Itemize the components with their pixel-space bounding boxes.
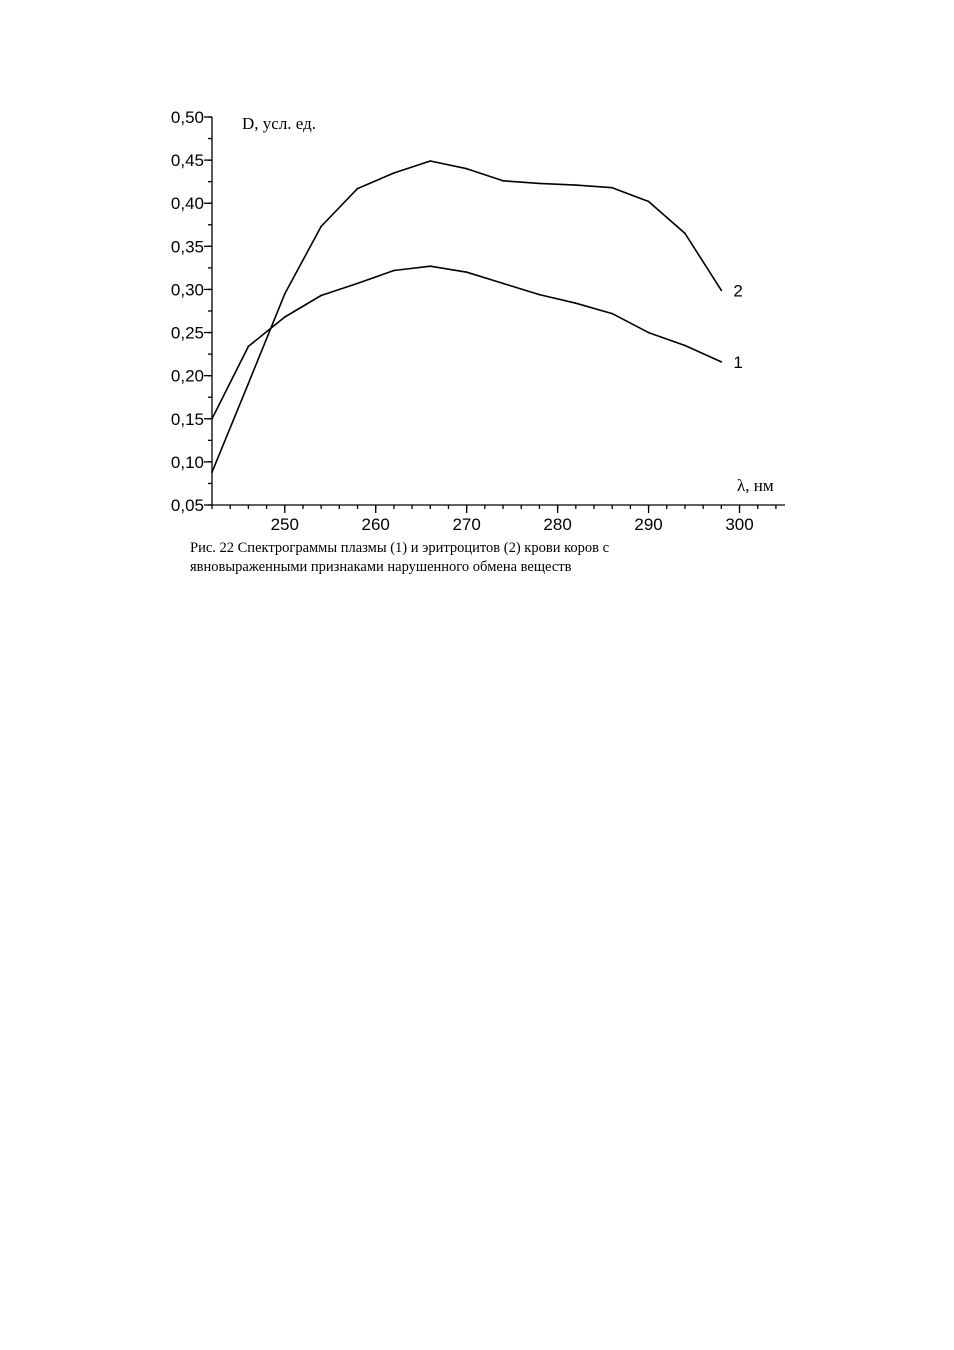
y-tick-label: 0,05	[171, 496, 204, 515]
data-point	[320, 294, 322, 297]
data-point	[647, 331, 650, 334]
data-point	[393, 269, 395, 272]
data-point	[356, 187, 359, 190]
data-point	[283, 292, 286, 295]
data-point	[429, 160, 432, 162]
data-point	[393, 172, 395, 174]
data-point	[356, 282, 359, 285]
data-point	[611, 312, 614, 315]
data-point	[574, 184, 577, 187]
data-point	[647, 200, 650, 203]
y-tick-label: 0,50	[171, 108, 204, 127]
data-point	[283, 316, 286, 318]
y-tick-label: 0,30	[171, 280, 204, 299]
data-point	[538, 182, 541, 185]
x-tick-label: 260	[362, 515, 390, 534]
y-tick-label: 0,15	[171, 410, 204, 429]
y-tick-label: 0,25	[171, 324, 204, 343]
data-point	[465, 167, 468, 170]
data-point	[429, 265, 432, 268]
data-point	[720, 361, 723, 363]
x-tick-label: 300	[725, 515, 753, 534]
x-tick-label: 270	[452, 515, 480, 534]
data-point	[502, 179, 504, 182]
y-tick-label: 0,40	[171, 194, 204, 213]
data-point	[611, 186, 614, 189]
y-axis-title: D, усл. ед.	[242, 114, 316, 133]
data-point	[538, 293, 541, 296]
series-label-1: 1	[733, 353, 742, 372]
x-tick-label: 280	[543, 515, 571, 534]
figure-caption: Рис. 22 Спектрограммы плазмы (1) и эритр…	[190, 539, 750, 577]
data-point	[502, 282, 504, 285]
series-line-2	[211, 160, 722, 473]
data-point	[320, 225, 322, 228]
series-label-2: 2	[733, 281, 742, 300]
chart-axes: 0,05 0,10 0,15 0,20 0,25 0,30 0,35 0,40 0,45 0,50…	[171, 108, 785, 534]
series-layer: 12	[211, 160, 743, 474]
data-point	[465, 271, 468, 274]
caption-line-2: явновыраженными признаками нарушенного о…	[190, 559, 572, 575]
data-point	[574, 302, 577, 305]
caption-line-1: Рис. 22 Спектрограммы плазмы (1) и эритр…	[190, 540, 610, 556]
x-axis-title: λ, нм	[737, 476, 774, 495]
data-point	[211, 471, 213, 474]
x-tick-label: 290	[634, 515, 662, 534]
data-point	[247, 345, 250, 348]
y-tick-label: 0,10	[171, 453, 204, 472]
y-tick-label: 0,45	[171, 151, 204, 170]
data-point	[247, 382, 250, 385]
data-point	[720, 289, 723, 292]
x-tick-label: 250	[271, 515, 299, 534]
data-point	[211, 417, 213, 420]
data-point	[684, 344, 686, 347]
y-tick-label: 0,35	[171, 237, 204, 256]
series-line-1	[211, 265, 722, 420]
data-point	[684, 232, 686, 235]
y-tick-label: 0,20	[171, 367, 204, 386]
